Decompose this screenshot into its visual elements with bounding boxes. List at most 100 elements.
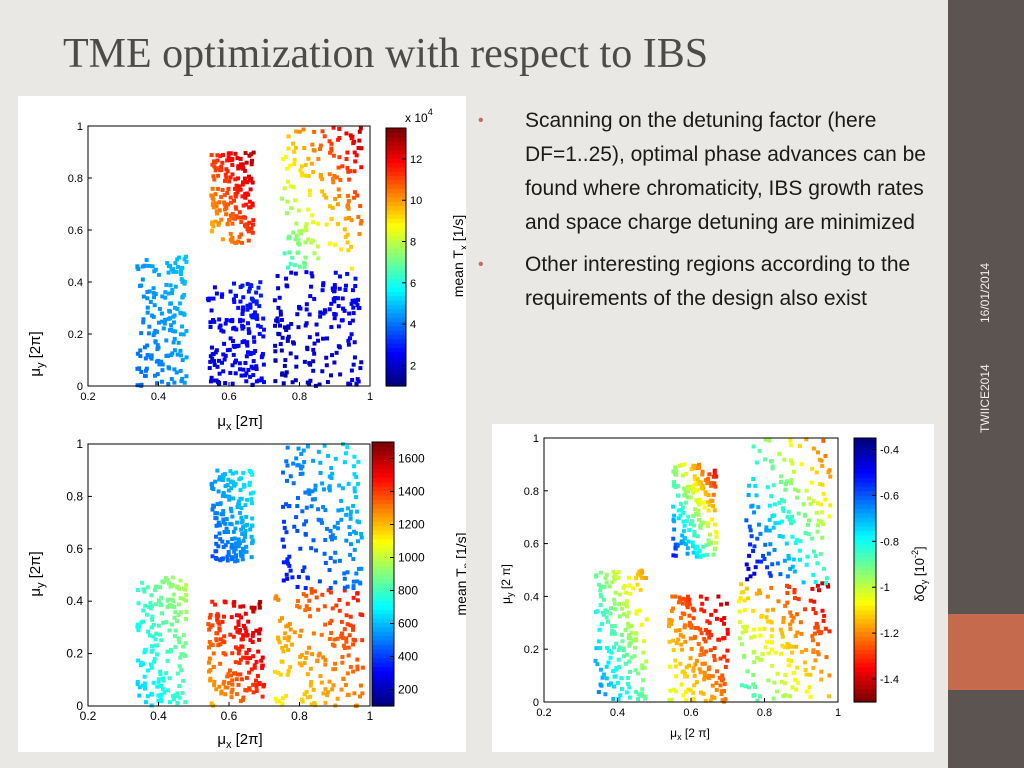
data-point bbox=[155, 684, 160, 689]
colorbar-segment bbox=[854, 508, 876, 514]
data-point bbox=[718, 683, 723, 688]
data-point bbox=[303, 255, 308, 260]
data-point bbox=[244, 629, 249, 634]
colorbar-segment bbox=[386, 360, 406, 366]
data-point bbox=[788, 626, 793, 631]
data-point bbox=[213, 350, 218, 355]
data-point bbox=[820, 581, 825, 586]
data-point bbox=[798, 620, 803, 625]
data-point bbox=[349, 244, 354, 249]
data-point bbox=[242, 484, 247, 489]
colorbar-segment bbox=[386, 201, 406, 206]
data-point bbox=[252, 339, 257, 344]
data-point bbox=[695, 544, 700, 549]
data-point bbox=[214, 541, 219, 546]
colorbar-segment bbox=[372, 494, 394, 500]
data-point bbox=[316, 653, 321, 658]
data-point bbox=[218, 153, 223, 158]
data-point bbox=[337, 558, 342, 563]
data-point bbox=[298, 306, 303, 311]
data-point bbox=[308, 294, 313, 299]
colorbar-segment bbox=[854, 543, 876, 549]
data-point bbox=[693, 482, 698, 487]
data-point bbox=[237, 210, 242, 215]
data-point bbox=[352, 547, 357, 552]
data-point bbox=[283, 373, 288, 378]
data-point bbox=[171, 340, 176, 345]
colorbar-segment bbox=[854, 605, 876, 611]
data-point bbox=[170, 575, 175, 580]
colorbar-segment bbox=[372, 662, 394, 667]
data-point bbox=[299, 171, 304, 176]
data-point bbox=[243, 611, 248, 616]
data-point bbox=[604, 572, 609, 577]
data-point bbox=[627, 685, 632, 690]
colorbar-segment bbox=[386, 312, 406, 318]
data-point bbox=[236, 499, 241, 504]
x-tick-label: 1 bbox=[367, 709, 374, 723]
data-point bbox=[292, 161, 297, 166]
data-point bbox=[617, 614, 622, 619]
data-point bbox=[317, 382, 322, 387]
colorbar-tick-label: 12 bbox=[410, 154, 422, 166]
colorbar-segment bbox=[854, 473, 876, 479]
data-point bbox=[283, 631, 288, 636]
data-point bbox=[765, 565, 770, 570]
data-point bbox=[222, 193, 227, 198]
data-point bbox=[702, 677, 707, 682]
data-point bbox=[212, 319, 217, 324]
data-point bbox=[279, 348, 284, 353]
data-point bbox=[709, 517, 714, 522]
data-point bbox=[221, 369, 226, 374]
data-point bbox=[342, 588, 347, 593]
data-point bbox=[346, 206, 351, 211]
data-point bbox=[303, 261, 308, 266]
data-point bbox=[752, 544, 757, 549]
data-point bbox=[173, 261, 178, 266]
data-point bbox=[804, 562, 809, 567]
data-point bbox=[217, 358, 222, 363]
colorbar-segment bbox=[372, 468, 394, 474]
data-point bbox=[698, 690, 703, 695]
data-point bbox=[703, 492, 708, 497]
data-point bbox=[154, 359, 159, 364]
data-point bbox=[714, 474, 719, 479]
data-point bbox=[238, 156, 243, 161]
data-point bbox=[604, 609, 609, 614]
data-point bbox=[181, 678, 186, 683]
data-point bbox=[669, 618, 674, 623]
data-point bbox=[291, 481, 296, 486]
data-point bbox=[222, 614, 227, 619]
chart-panel-tp: 0.2 0.4 0.6 0.8 1 0 0.2 0.4 0.6 0.8 1 200 400 600 800… bbox=[18, 434, 473, 752]
data-point bbox=[707, 620, 712, 625]
data-point bbox=[676, 600, 681, 605]
data-point bbox=[804, 488, 809, 493]
data-point bbox=[348, 509, 353, 514]
data-point bbox=[309, 504, 314, 509]
colorbar-segment bbox=[372, 631, 394, 637]
data-point bbox=[217, 477, 222, 482]
data-point bbox=[777, 500, 782, 505]
data-point bbox=[608, 611, 613, 616]
data-point bbox=[165, 604, 170, 609]
data-point bbox=[359, 566, 364, 571]
data-point bbox=[175, 264, 180, 269]
data-point bbox=[297, 242, 302, 247]
data-point bbox=[826, 470, 831, 475]
colorbar-segment bbox=[854, 592, 876, 597]
data-point bbox=[330, 471, 335, 476]
data-point bbox=[702, 673, 707, 678]
data-point bbox=[682, 623, 687, 628]
data-point bbox=[327, 474, 332, 479]
data-point bbox=[778, 572, 783, 577]
data-point bbox=[596, 690, 601, 695]
data-point bbox=[792, 596, 797, 601]
data-point bbox=[770, 464, 775, 469]
data-point bbox=[211, 201, 216, 206]
data-point bbox=[162, 321, 167, 326]
data-point bbox=[342, 585, 347, 590]
data-point bbox=[279, 196, 284, 201]
colorbar-segment bbox=[372, 499, 394, 505]
data-point bbox=[826, 694, 831, 699]
data-point bbox=[755, 655, 760, 660]
